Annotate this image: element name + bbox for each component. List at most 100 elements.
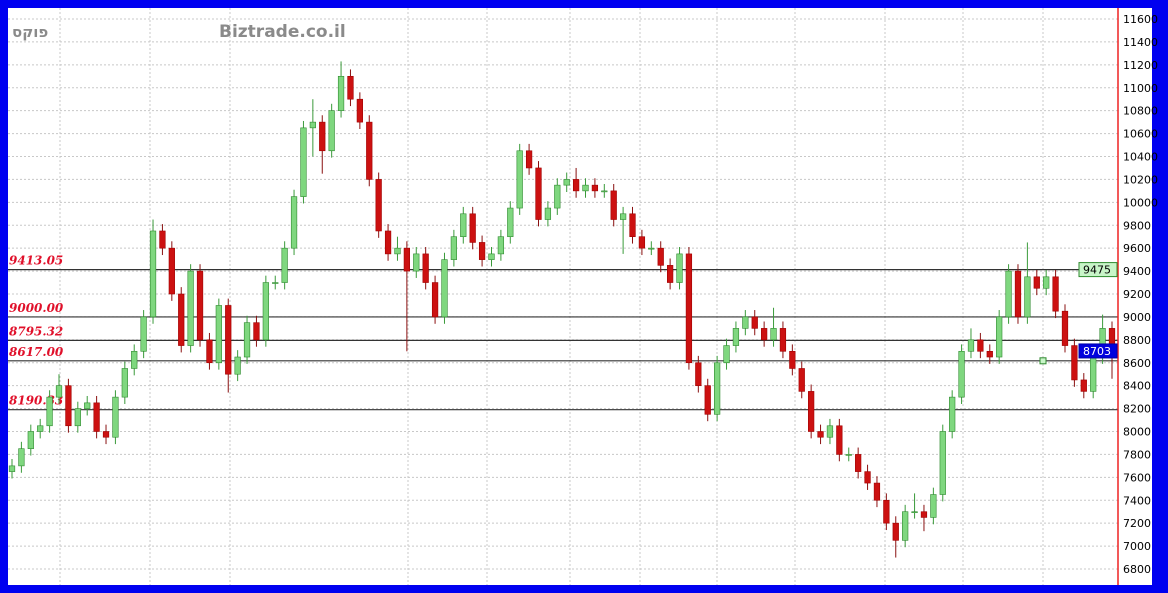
candle-body-up: [1024, 276, 1031, 318]
candle-body-up: [770, 328, 777, 341]
y-tick-label: 10800: [1123, 105, 1158, 118]
candle-body-down: [422, 253, 429, 283]
candle: [93, 395, 100, 439]
candle-body-up: [262, 282, 269, 341]
level-label: 8795.32: [9, 324, 63, 338]
candle-body-down: [225, 305, 232, 375]
level-label: 8190.33: [9, 394, 63, 408]
y-tick-label: 9800: [1123, 219, 1151, 232]
candle: [855, 447, 862, 479]
candle-body-up: [939, 431, 946, 495]
candle-body-up: [601, 190, 608, 193]
candle: [215, 298, 222, 370]
candle: [666, 258, 674, 290]
candle-body-down: [1052, 276, 1059, 312]
candle: [488, 247, 495, 267]
symbol-label: פוקס: [12, 23, 48, 41]
candle-body-up: [394, 247, 401, 255]
candle: [892, 516, 899, 558]
candle: [911, 493, 918, 519]
candle: [1043, 269, 1050, 296]
candle-body-down: [356, 98, 363, 123]
candle-body-up: [290, 196, 298, 249]
candle: [8, 459, 16, 479]
last-price-label: 8703: [1083, 345, 1111, 358]
candle: [873, 476, 881, 508]
candle-body-up: [243, 322, 251, 358]
candle-body-up: [460, 213, 467, 238]
candle-body-up: [488, 253, 495, 260]
candle-body-down: [1033, 276, 1040, 289]
candle: [262, 275, 269, 347]
candle-body-up: [497, 236, 505, 255]
candle-body-down: [431, 282, 439, 318]
candle: [930, 487, 937, 525]
candle: [591, 178, 599, 198]
candle-body-up: [46, 396, 53, 427]
candle-body-down: [789, 350, 796, 369]
candle: [431, 275, 439, 324]
candle: [102, 424, 110, 445]
candle-body-down: [892, 522, 899, 541]
candle-body-down: [65, 385, 72, 427]
candle: [441, 252, 448, 324]
candle: [610, 184, 617, 227]
candle-body-down: [1080, 379, 1087, 392]
candle: [375, 172, 382, 238]
candle-body-down: [403, 247, 410, 272]
candle-body-up: [1090, 356, 1097, 392]
candle-body-up: [55, 385, 63, 398]
candle: [535, 161, 542, 227]
candle: [469, 206, 476, 250]
candle: [958, 344, 965, 404]
candle: [159, 224, 166, 256]
candle-body-down: [779, 328, 787, 352]
candle: [789, 344, 796, 376]
candle-body-up: [187, 270, 194, 346]
y-tick-label: 9600: [1123, 242, 1151, 255]
candle: [394, 236, 401, 261]
candle-body-down: [1071, 345, 1078, 381]
candle: [939, 424, 946, 502]
candle-body-down: [836, 425, 843, 455]
y-tick-label: 7800: [1123, 448, 1151, 461]
candle-body-down: [1014, 270, 1022, 318]
y-tick-label: 8400: [1123, 380, 1151, 393]
candle-body-down: [986, 350, 993, 358]
y-tick-label: 7000: [1123, 540, 1151, 553]
candle-body-up: [441, 259, 448, 318]
candle-body-up: [967, 339, 975, 352]
candle: [648, 241, 655, 256]
watermark: Biztrade.co.il: [219, 22, 346, 42]
candle: [826, 418, 834, 445]
candle: [243, 315, 251, 364]
marker-square: [1039, 357, 1047, 365]
candle: [986, 344, 993, 364]
candle-body-down: [695, 362, 702, 386]
candle: [196, 264, 204, 347]
y-tick-label: 11200: [1123, 59, 1158, 72]
candle: [761, 321, 768, 347]
candle: [149, 219, 157, 324]
candle: [732, 321, 740, 353]
candle-body-up: [1005, 270, 1012, 318]
candle: [723, 338, 730, 370]
y-tick-label: 7600: [1123, 471, 1151, 484]
candle: [319, 115, 326, 174]
candle: [347, 69, 354, 107]
candle: [798, 361, 805, 399]
candle: [516, 143, 523, 215]
candle: [478, 235, 486, 267]
candle-body-down: [1061, 310, 1069, 346]
candle-body-up: [732, 328, 740, 346]
candle-body-up: [149, 230, 157, 318]
candle: [37, 418, 44, 439]
candle: [328, 103, 335, 158]
candle: [290, 189, 298, 256]
candle: [949, 390, 956, 439]
candle: [1071, 338, 1078, 387]
candle-body-up: [949, 396, 956, 432]
candle: [187, 264, 194, 353]
candle: [337, 61, 345, 118]
candle-body-up: [648, 247, 655, 250]
